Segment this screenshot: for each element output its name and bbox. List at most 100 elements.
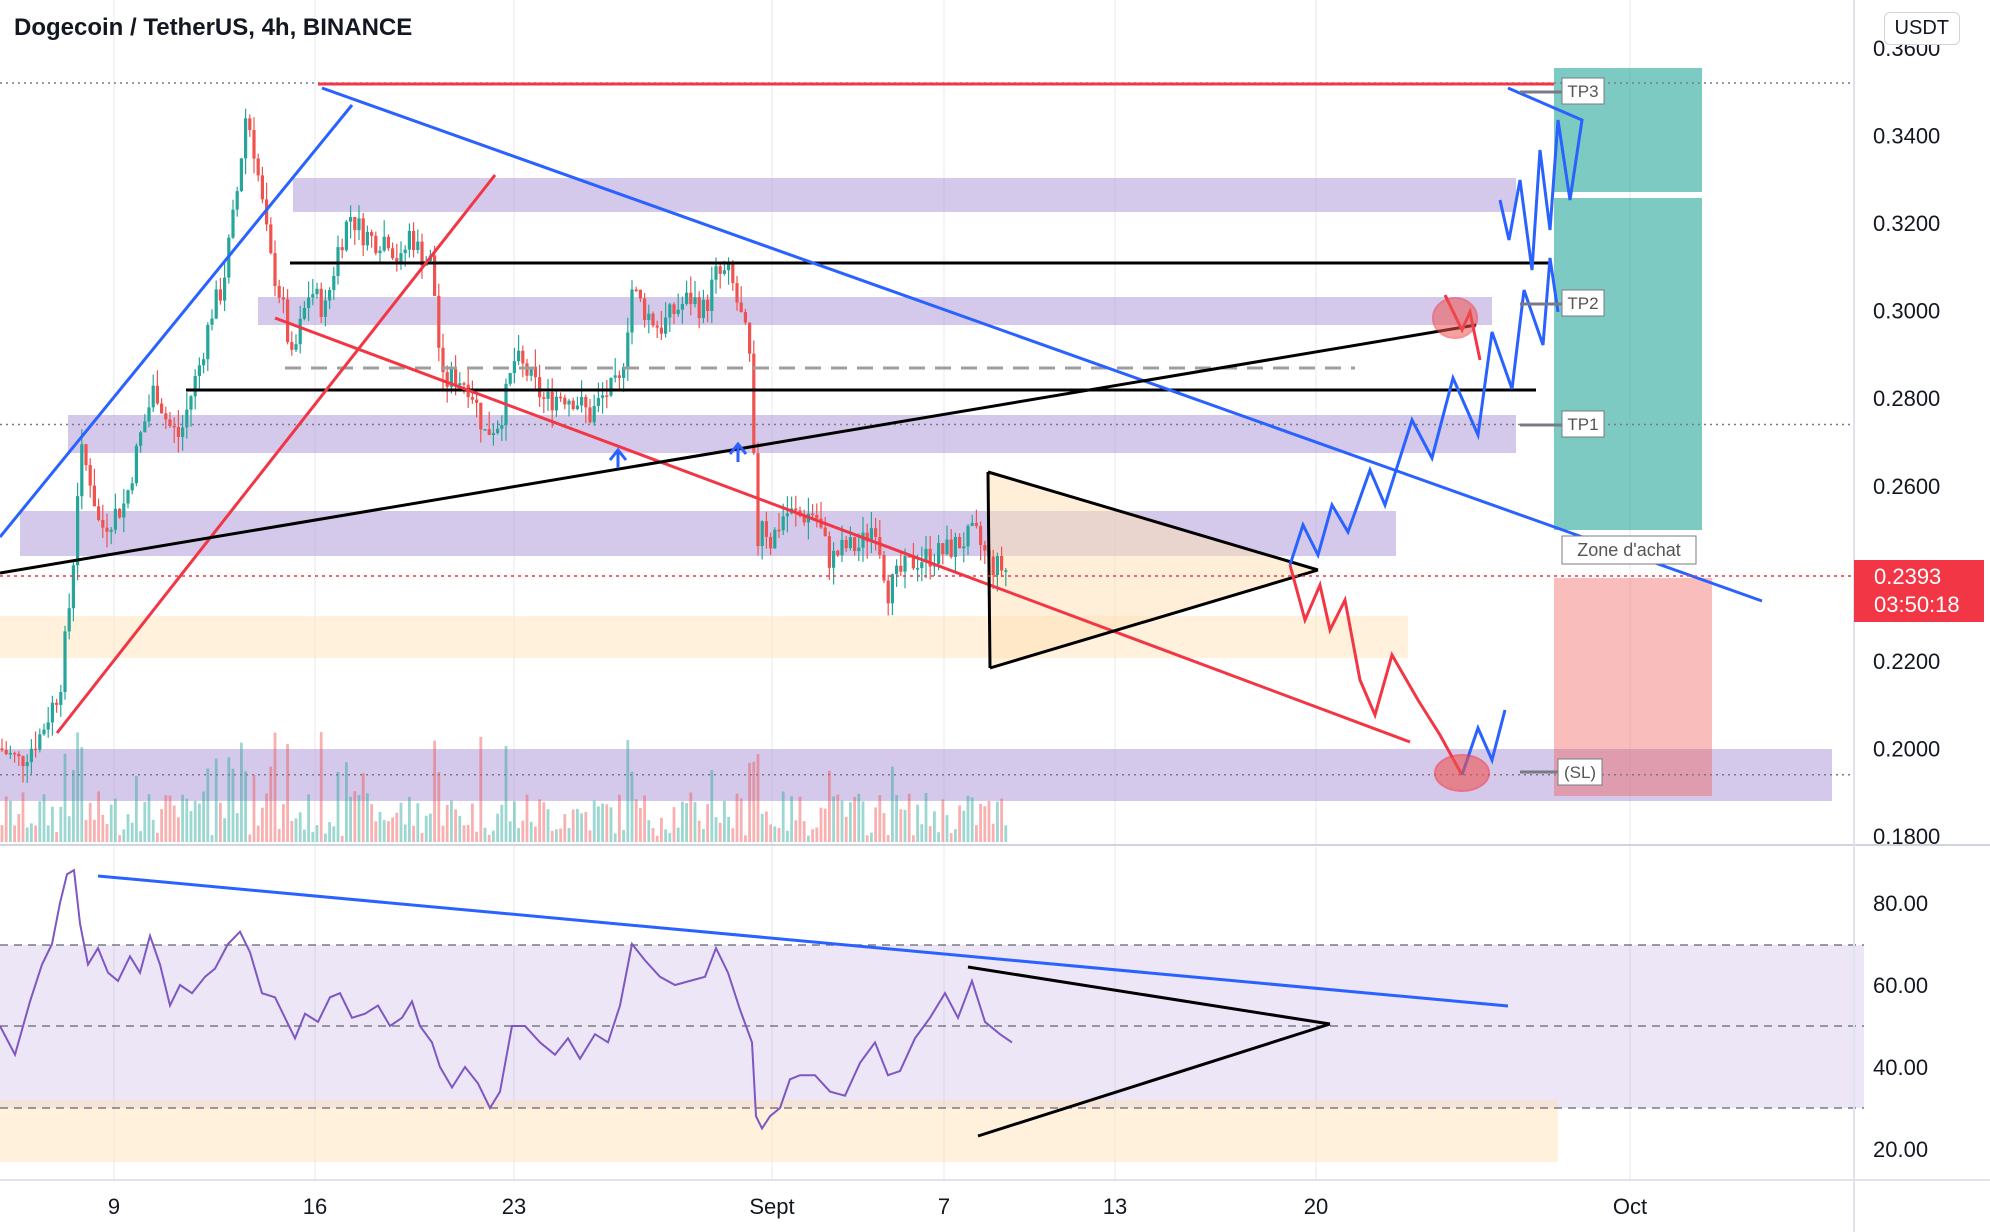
time-tick: 23 <box>502 1194 526 1219</box>
candle-body <box>617 375 621 378</box>
rsi-tick: 80.00 <box>1873 891 1928 916</box>
volume-bar <box>164 795 168 842</box>
volume-bar <box>534 826 537 842</box>
candle-body <box>84 444 88 466</box>
candle-body <box>886 580 890 604</box>
candle-body <box>349 217 353 222</box>
candle-body <box>172 425 176 428</box>
projection-red <box>1288 564 1464 776</box>
volume-bar <box>685 803 688 842</box>
candle-body <box>512 361 516 374</box>
candle-body <box>340 247 344 251</box>
rsi-triangle-top <box>967 965 1331 1026</box>
candle-body <box>420 241 424 266</box>
candle-body <box>29 748 33 763</box>
volume-bar <box>945 815 949 842</box>
volume-bar <box>660 817 663 842</box>
volume-bar <box>504 746 508 842</box>
rsi-triangle-bottom <box>977 1022 1331 1138</box>
volume-bar <box>744 835 747 842</box>
volume-bar <box>286 744 289 842</box>
volume-bar <box>13 825 16 842</box>
volume-bar <box>395 812 399 842</box>
volume-bar <box>290 820 294 842</box>
candle-body <box>80 444 84 497</box>
currency-selector[interactable]: USDT <box>1883 12 1960 45</box>
volume-bar <box>517 828 520 842</box>
candle-body <box>101 519 105 528</box>
volume-bar <box>198 803 201 842</box>
candle-body <box>827 536 831 568</box>
sl-label: (SL) <box>1564 763 1596 782</box>
volume-bar <box>97 791 100 842</box>
candle-body <box>785 513 789 517</box>
volume-bars <box>0 732 1008 842</box>
volume-bar <box>933 811 936 842</box>
volume-bar <box>819 807 823 842</box>
volume-bar <box>139 831 142 842</box>
candle-body <box>38 734 42 750</box>
volume-bar <box>962 810 966 842</box>
level-labels: TP3 TP2 TP1 (SL) Zone d'achat <box>1520 77 1697 786</box>
volume-bar <box>899 809 903 842</box>
volume-bar <box>126 814 130 842</box>
volume-bar <box>349 796 352 842</box>
candle-body <box>571 400 575 409</box>
volume-bar <box>399 802 403 842</box>
drawings <box>0 82 1763 792</box>
tp1-label: TP1 <box>1567 415 1598 434</box>
candle-body <box>71 565 75 609</box>
candle-body <box>109 529 113 532</box>
candle-body <box>773 529 777 549</box>
volume-bar <box>987 801 991 842</box>
candle-body <box>626 332 630 367</box>
candle-body <box>676 309 680 314</box>
rsi-tick: 60.00 <box>1873 973 1928 998</box>
volume-bar <box>878 795 882 842</box>
volume-bar <box>328 822 331 842</box>
sl-circle <box>1434 754 1490 792</box>
volume-bar <box>886 835 890 842</box>
volume-bar <box>996 801 999 842</box>
candle-body <box>550 392 554 411</box>
volume-bar <box>479 736 483 842</box>
triangle-pattern <box>988 470 1318 670</box>
candle-body <box>697 297 701 319</box>
candle-body <box>874 528 878 538</box>
candle-body <box>487 429 491 435</box>
candle-body <box>748 322 752 354</box>
triangle-top <box>987 470 1319 572</box>
price-tick: 0.2600 <box>1873 474 1940 499</box>
candle-body <box>269 224 273 254</box>
candle-body <box>937 543 941 564</box>
candle-body <box>802 515 806 523</box>
arrow-up-2 <box>728 441 748 462</box>
candle-body <box>769 536 773 549</box>
volume-bar <box>135 775 138 842</box>
volume-bar <box>458 815 462 842</box>
candle-body <box>17 753 21 757</box>
candle-body <box>248 118 252 131</box>
candle-body <box>983 545 987 551</box>
volume-bar <box>277 828 281 842</box>
volume-bar <box>790 796 793 842</box>
zone-purple-bottom <box>0 749 1832 801</box>
volume-bar <box>811 829 814 842</box>
candle-body <box>130 483 134 491</box>
volume-bar <box>118 835 121 842</box>
volume-bar <box>542 802 546 842</box>
candle-body <box>735 283 739 303</box>
candle-body <box>525 363 529 376</box>
volume-bar <box>739 798 743 842</box>
volume-bar <box>500 804 504 842</box>
candles <box>0 108 1008 783</box>
volume-bar <box>391 817 394 842</box>
zone-purple-top <box>293 178 1516 212</box>
volume-bar <box>265 793 268 842</box>
trend-blue-down <box>321 86 1763 603</box>
candle-body <box>139 432 143 446</box>
volume-bar <box>156 832 159 842</box>
volume-bar <box>571 809 575 842</box>
volume-bar <box>168 795 172 842</box>
rsi-pane <box>0 844 1990 1162</box>
